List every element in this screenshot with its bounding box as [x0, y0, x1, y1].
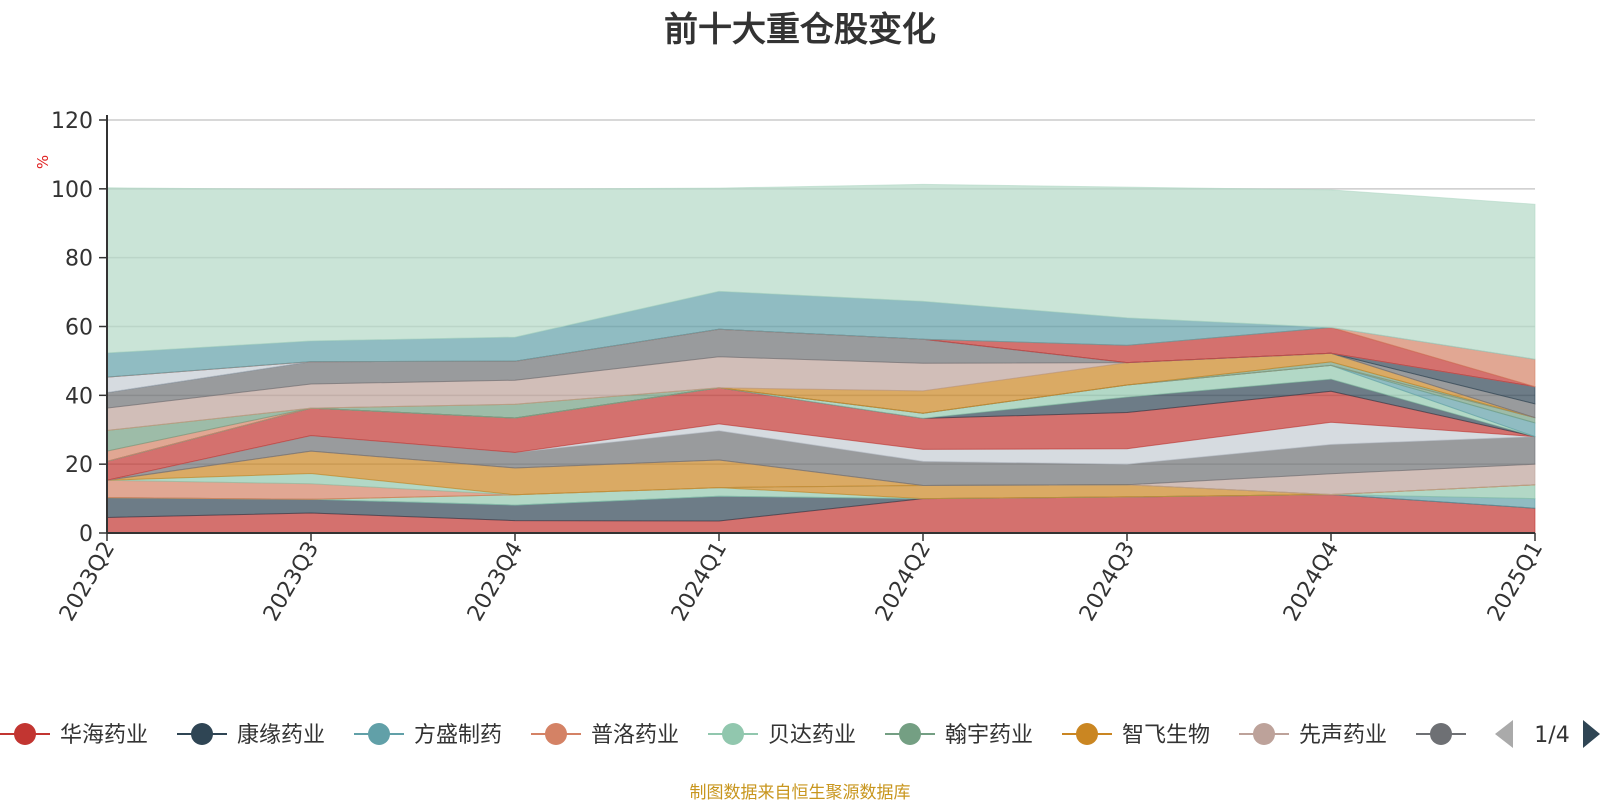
legend-dot-icon [545, 723, 567, 745]
legend-dot-icon [722, 723, 744, 745]
x-tick-label-2: 2023Q4 [463, 538, 528, 626]
y-tick-label-40: 40 [65, 384, 93, 409]
legend-prev-arrow-icon[interactable] [1495, 720, 1513, 748]
legend-item-6[interactable]: 智飞生物 [1062, 723, 1210, 748]
legend-item-5[interactable]: 翰宇药业 [885, 723, 1033, 748]
y-axis-unit: % [34, 155, 52, 169]
legend-dot-icon [191, 723, 213, 745]
x-tick-label-0: 2023Q2 [55, 538, 120, 626]
legend-label-4: 贝达药业 [768, 723, 856, 748]
area-series [106, 183, 1536, 534]
legend-dot-icon [1076, 723, 1098, 745]
x-tick-label-1: 2023Q3 [259, 538, 324, 626]
legend-item-3[interactable]: 普洛药业 [531, 723, 679, 748]
legend-label-1: 康缘药业 [237, 723, 325, 748]
legend-item-1[interactable]: 康缘药业 [177, 723, 325, 748]
x-tick-label-7: 2025Q1 [1483, 538, 1548, 626]
y-tick-label-100: 100 [51, 178, 93, 203]
legend-page-indicator: 1/4 [1534, 723, 1569, 748]
legend-label-5: 翰宇药业 [945, 723, 1033, 748]
legend-label-2: 方盛制药 [414, 723, 502, 748]
legend-dot-icon [1430, 723, 1452, 745]
legend-item-7[interactable]: 先声药业 [1239, 723, 1387, 748]
source-note: 制图数据来自恒生聚源数据库 [689, 783, 911, 803]
legend-label-0: 华海药业 [60, 723, 148, 748]
legend-item-0[interactable]: 华海药业 [0, 723, 148, 748]
area-series-26[interactable] [106, 183, 1536, 360]
legend-next-arrow-icon[interactable] [1583, 720, 1600, 748]
legend-item-2[interactable]: 方盛制药 [354, 723, 502, 748]
x-tick-label-3: 2024Q1 [667, 538, 732, 626]
legend: 华海药业康缘药业方盛制药普洛药业贝达药业翰宇药业智飞生物先声药业卜1/4 [0, 712, 1600, 758]
legend-label-6: 智飞生物 [1122, 723, 1210, 748]
legend-dot-icon [368, 723, 390, 745]
legend-item-4[interactable]: 贝达药业 [708, 723, 856, 748]
y-tick-label-20: 20 [65, 453, 93, 478]
legend-label-7: 先声药业 [1299, 723, 1387, 748]
chart-title: 前十大重仓股变化 [664, 10, 936, 50]
x-tick-label-5: 2024Q3 [1075, 538, 1140, 626]
legend-dot-icon [14, 723, 36, 745]
legend-dot-icon [1253, 723, 1275, 745]
legend-dot-icon [899, 723, 921, 745]
y-tick-label-80: 80 [65, 247, 93, 272]
y-tick-label-60: 60 [65, 316, 93, 341]
y-tick-label-0: 0 [79, 522, 93, 547]
legend-label-3: 普洛药业 [591, 723, 679, 748]
x-tick-label-4: 2024Q2 [871, 538, 936, 626]
x-tick-label-6: 2024Q4 [1279, 538, 1344, 626]
y-tick-label-120: 120 [51, 109, 93, 134]
